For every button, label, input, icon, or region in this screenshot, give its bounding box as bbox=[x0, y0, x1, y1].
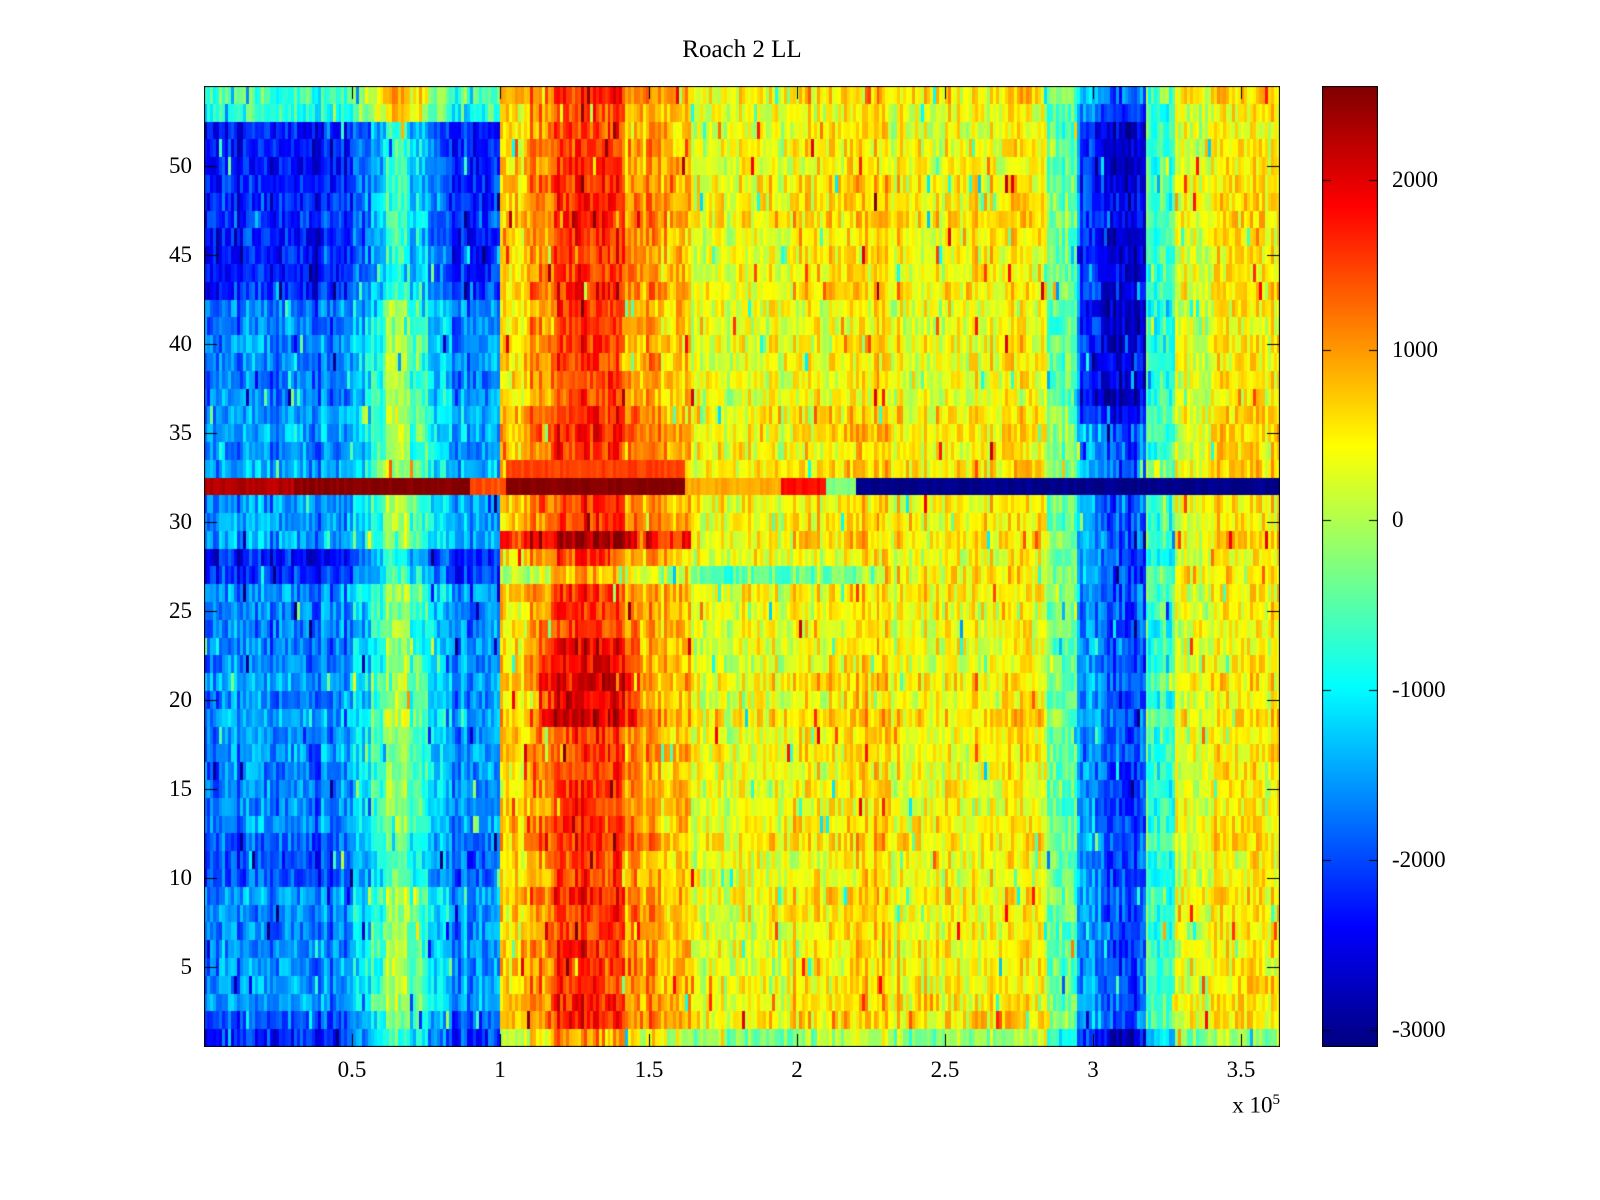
colorbar-tick-label: 0 bbox=[1392, 507, 1404, 532]
y-tick-label: 10 bbox=[169, 865, 192, 890]
chart-title: Roach 2 LL bbox=[682, 36, 802, 63]
x-axis-scale-exponent: 5 bbox=[1272, 1092, 1281, 1108]
x-tick-label: 1 bbox=[494, 1057, 506, 1082]
colorbar-tick-label: -1000 bbox=[1392, 677, 1446, 702]
colorbar-tick-label: 1000 bbox=[1392, 337, 1438, 362]
x-axis-scale-mantissa: x 10 bbox=[1232, 1092, 1273, 1118]
colorbar-tick-label: -3000 bbox=[1392, 1017, 1446, 1042]
x-axis-scale-label: x 105 bbox=[1180, 1092, 1280, 1119]
x-tick-label: 2.5 bbox=[930, 1057, 960, 1082]
y-tick-label: 20 bbox=[169, 687, 192, 712]
x-tick-label: 2 bbox=[791, 1057, 803, 1082]
x-tick-label: 3 bbox=[1087, 1057, 1099, 1082]
y-tick-label: 25 bbox=[169, 598, 192, 623]
y-tick-label: 5 bbox=[180, 954, 193, 979]
y-tick-label: 35 bbox=[169, 420, 192, 445]
y-tick-label: 15 bbox=[169, 776, 192, 801]
x-tick-label: 1.5 bbox=[634, 1057, 664, 1082]
y-tick-label: 50 bbox=[169, 153, 192, 178]
y-tick-label: 40 bbox=[169, 331, 192, 356]
y-tick-label: 45 bbox=[169, 242, 192, 267]
x-tick-label: 0.5 bbox=[337, 1057, 367, 1082]
colorbar-tick-label: -2000 bbox=[1392, 847, 1446, 872]
x-tick-label: 3.5 bbox=[1226, 1057, 1256, 1082]
colorbar-canvas bbox=[1322, 86, 1378, 1047]
colorbar-tick-label: 2000 bbox=[1392, 167, 1438, 192]
heatmap-canvas bbox=[204, 86, 1280, 1047]
y-tick-label: 30 bbox=[169, 509, 192, 534]
